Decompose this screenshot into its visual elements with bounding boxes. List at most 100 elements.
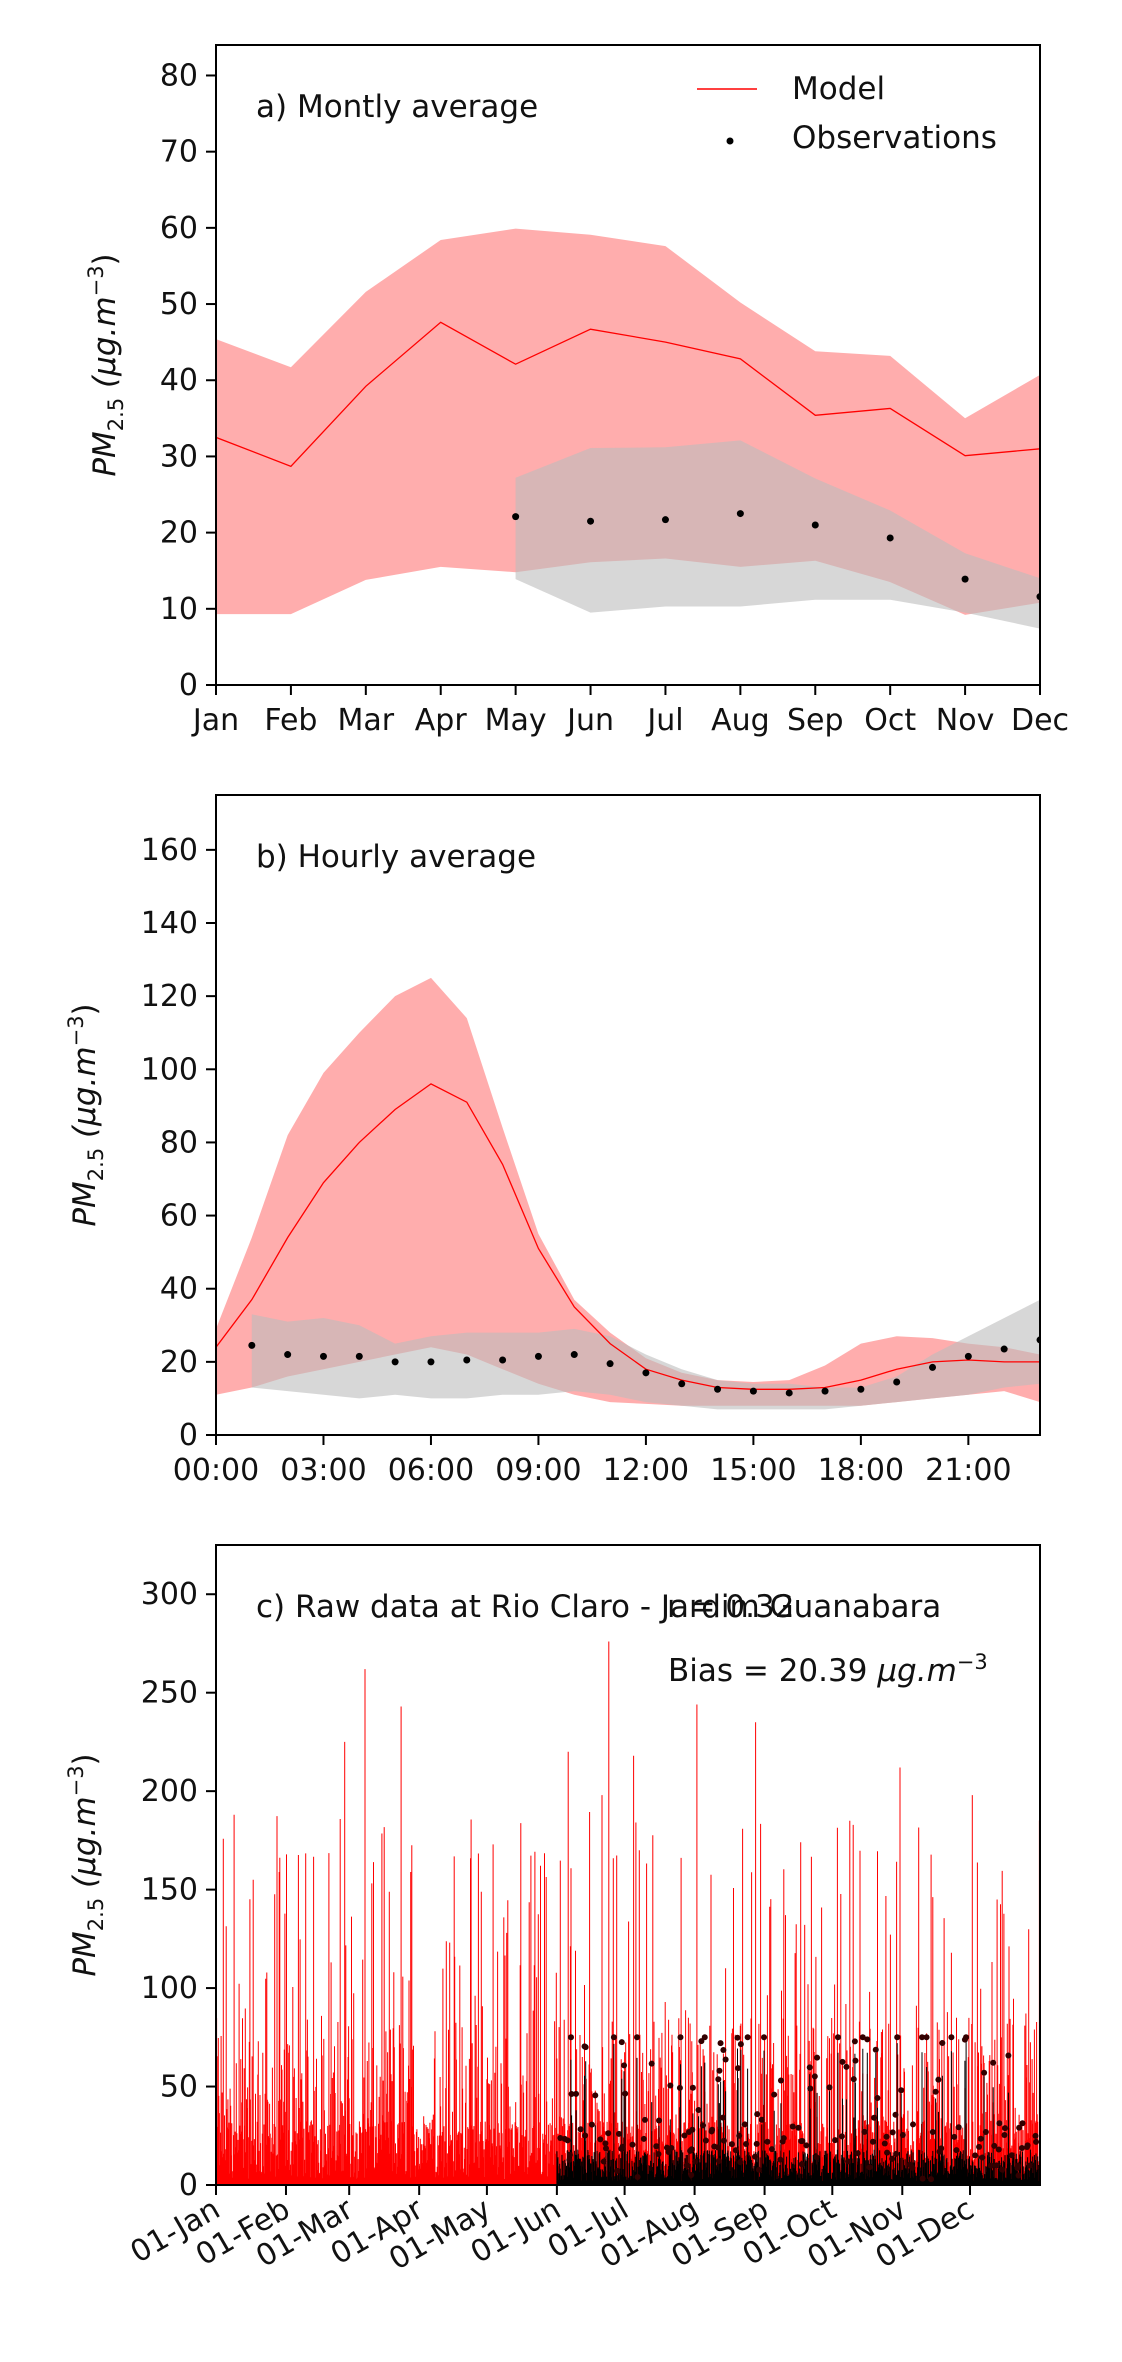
observation-raw-point	[641, 2116, 648, 2123]
observation-points	[248, 1336, 1040, 1397]
y-axis-ticks: 0 10 20 30 40 50 60 70 80	[160, 58, 216, 703]
observation-raw-point	[736, 2132, 743, 2139]
observation-raw-point	[1001, 2132, 1008, 2139]
observation-point	[570, 1351, 578, 1359]
observation-raw-point	[692, 2158, 699, 2165]
observation-raw-point	[695, 2106, 702, 2113]
observation-raw-point	[634, 2174, 641, 2181]
panel-title: b) Hourly average	[256, 839, 536, 875]
y-tick-label: 0	[179, 668, 198, 703]
observation-raw-point	[655, 2151, 662, 2158]
observation-raw-point	[771, 2091, 778, 2098]
observation-raw-point	[741, 2121, 748, 2128]
observation-raw-point	[758, 2116, 765, 2123]
observation-raw-point	[852, 2057, 859, 2064]
observation-raw-point	[777, 2077, 784, 2084]
observation-raw-point	[939, 2039, 946, 2046]
observation-raw-point	[566, 2151, 573, 2158]
x-tick-label: 15:00	[710, 1453, 796, 1488]
observation-raw-point	[932, 2088, 939, 2095]
observation-raw-point	[883, 2133, 890, 2140]
observation-raw-point	[851, 2038, 858, 2045]
observation-raw-point	[832, 2137, 839, 2144]
observation-raw-point	[768, 2146, 775, 2153]
observation-point	[961, 575, 969, 583]
observation-raw-point	[854, 2150, 861, 2157]
panel-b-hourly-average: 0 20 40 60 80 100 120 140 160 00:00 03:00 06:00 09:…	[64, 794, 1041, 1488]
observation-raw-point	[839, 2058, 846, 2065]
x-tick-label: May	[485, 703, 547, 738]
y-tick-label: 100	[141, 1052, 198, 1087]
observation-raw-point	[898, 2087, 905, 2094]
observation-raw-point	[629, 2141, 636, 2148]
observation-raw-point	[742, 2141, 749, 2148]
x-tick-label: 03:00	[280, 1453, 366, 1488]
observation-raw-point	[737, 2159, 744, 2166]
x-tick-label: Feb	[264, 703, 317, 738]
observation-raw-point	[702, 2137, 709, 2144]
x-tick-label: Apr	[415, 703, 468, 738]
observation-raw-point	[1032, 2132, 1039, 2139]
observation-raw-point	[1024, 2142, 1031, 2149]
observation-point	[587, 517, 595, 525]
observation-raw-point	[953, 2147, 960, 2154]
observation-raw-point	[715, 2157, 722, 2164]
observation-raw-point	[789, 2123, 796, 2130]
observation-raw-point	[881, 2140, 888, 2147]
observation-raw-point	[753, 2140, 760, 2147]
observation-raw-point	[656, 2117, 663, 2124]
y-tick-label: 20	[160, 1345, 198, 1380]
observation-raw-point	[861, 2128, 868, 2135]
observations-raw-series	[556, 2038, 1040, 2185]
x-tick-label: 00:00	[173, 1453, 259, 1488]
observation-raw-point	[566, 2156, 573, 2163]
x-tick-label: Sep	[787, 703, 844, 738]
observation-raw-point	[715, 2076, 722, 2083]
observation-raw-point	[1019, 2120, 1026, 2127]
observation-raw-point	[1018, 2145, 1025, 2152]
observation-point	[857, 1385, 865, 1393]
observation-raw-point	[564, 2137, 571, 2144]
x-tick-label: 12:00	[603, 1453, 689, 1488]
observation-raw-point	[811, 2073, 818, 2080]
y-axis-label: PM2.5 (μg.m−3)	[64, 1753, 108, 1976]
observation-raw-point	[634, 2034, 641, 2041]
observation-raw-point	[688, 2172, 695, 2179]
observation-raw-point	[987, 2162, 994, 2169]
y-tick-label: 40	[160, 363, 198, 398]
observation-point	[463, 1356, 471, 1364]
observation-raw-point	[910, 2121, 917, 2128]
observation-point	[319, 1352, 327, 1360]
observation-raw-point	[990, 2059, 997, 2066]
observation-raw-point	[737, 2041, 744, 2048]
observation-point	[427, 1358, 435, 1366]
observation-raw-point	[618, 2039, 625, 2046]
observation-raw-point	[999, 2166, 1006, 2173]
observation-raw-point	[1016, 2124, 1023, 2131]
observation-raw-point	[834, 2034, 841, 2041]
y-tick-label: 80	[160, 1125, 198, 1160]
observation-raw-point	[948, 2034, 955, 2041]
observation-raw-points	[557, 2034, 1040, 2183]
observation-raw-point	[622, 2090, 629, 2097]
observations-range-band	[515, 440, 1040, 629]
observation-raw-point	[698, 2038, 705, 2045]
observation-raw-point	[807, 2085, 814, 2092]
observation-raw-point	[919, 2034, 926, 2041]
observation-point	[714, 1385, 722, 1393]
panel-title: c) Raw data at Rio Claro - Jardim Guanab…	[256, 1589, 941, 1625]
y-tick-label: 50	[160, 287, 198, 322]
observation-raw-point	[894, 2034, 901, 2041]
observation-raw-point	[893, 2150, 900, 2157]
y-tick-label: 10	[160, 592, 198, 627]
x-tick-label: Aug	[711, 703, 770, 738]
observation-point	[355, 1352, 363, 1360]
observation-raw-point	[754, 2111, 761, 2118]
panel-title: a) Montly average	[256, 89, 538, 125]
observation-raw-point	[600, 2158, 607, 2165]
x-tick-label: Nov	[936, 703, 995, 738]
correlation-annotation: r = 0.32	[667, 1589, 794, 1625]
y-tick-label: 80	[160, 58, 198, 93]
observation-raw-point	[923, 2034, 930, 2041]
x-tick-label: 09:00	[495, 1453, 581, 1488]
